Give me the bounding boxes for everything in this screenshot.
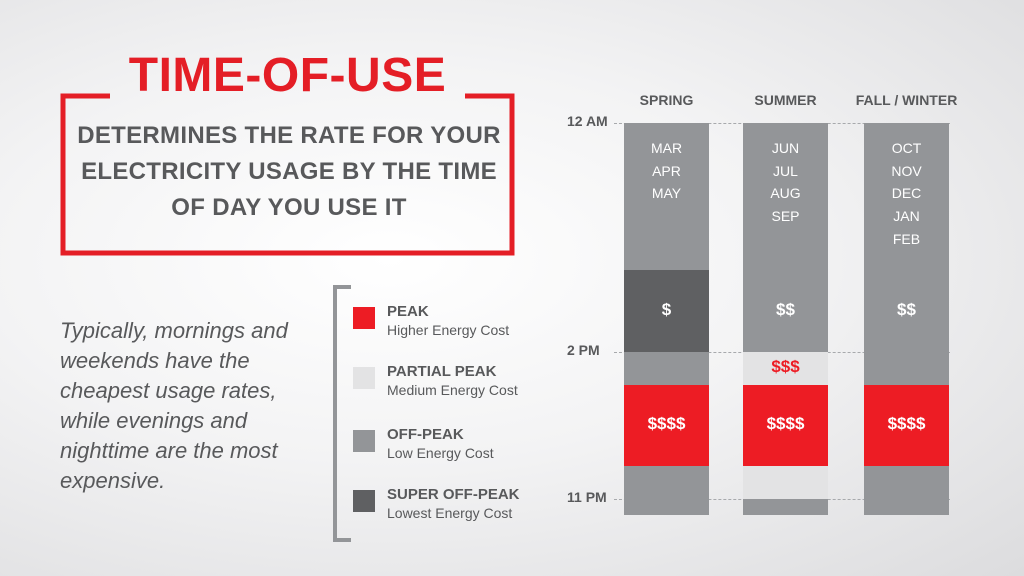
rate-segment-off-peak: $$ [864, 123, 949, 385]
rate-segment-partial-peak: $$$ [743, 351, 828, 385]
rate-chart: SPRING SUMMER FALL / WINTER 12 AM 2 PM 11 PM… [540, 80, 1024, 530]
legend-name: SUPER OFF-PEAK [387, 486, 520, 503]
rate-label: $$$$ [887, 414, 926, 434]
rate-segment-off-peak [624, 351, 709, 385]
legend-item: OFF-PEAK Low Energy Cost [353, 426, 543, 470]
legend-name: OFF-PEAK [387, 426, 464, 443]
title-frame [60, 93, 515, 256]
time-label: 11 PM [567, 489, 607, 506]
legend-bracket [333, 285, 351, 542]
month-label: AUG [770, 185, 801, 202]
main-title: TIME-OF-USE [128, 49, 447, 102]
description-text: Typically, mornings and weekends have th… [60, 318, 288, 493]
legend-swatch [353, 367, 375, 389]
rate-segment-partial-peak [743, 466, 828, 500]
rate-segment-off-peak [624, 466, 709, 516]
month-label: SEP [771, 208, 800, 225]
legend-item: PEAK Higher Energy Cost [353, 303, 543, 347]
time-label: 12 AM [567, 113, 608, 129]
legend: PEAK Higher Energy Cost PARTIAL PEAK Medium… [333, 285, 533, 542]
rate-segment-off-peak [743, 499, 828, 516]
rate-label: $ [661, 300, 672, 320]
rate-label: $$ [897, 300, 916, 320]
legend-swatch [353, 490, 375, 512]
month-label: APR [652, 162, 681, 179]
title-frame-border [60, 93, 515, 256]
rate-label: $$$$ [766, 414, 805, 434]
season-column: $$ $$$$ OCT NOV DEC JAN FEB [864, 123, 949, 516]
rate-segment-peak: $$$$ [743, 384, 828, 467]
rate-segment-off-peak [864, 466, 949, 516]
legend-item: SUPER OFF-PEAK Lowest Energy Cost [353, 486, 543, 530]
months-list: JUN JUL AUG SEP [743, 137, 828, 228]
months-list: OCT NOV DEC JAN FEB [864, 137, 949, 251]
rate-label: $$$ [771, 357, 800, 377]
legend-desc: Higher Energy Cost [387, 322, 510, 338]
rate-segment-off-peak: $$ [743, 123, 828, 352]
legend-item: PARTIAL PEAK Medium Energy Cost [353, 363, 543, 407]
month-label: MAY [651, 185, 682, 202]
season-column: $ $$$$ MAR APR MAY [624, 123, 709, 516]
months-list: MAR APR MAY [624, 137, 709, 205]
time-label: 2 PM [567, 341, 600, 358]
rate-segment-peak: $$$$ [624, 384, 709, 467]
season-header: FALL / WINTER [855, 92, 958, 108]
month-label: JAN [893, 208, 920, 225]
month-label: MAR [650, 140, 683, 156]
month-label: FEB [892, 230, 921, 247]
season-header: SUMMER [754, 92, 817, 108]
legend-swatch [353, 307, 375, 329]
rate-segment-super-off-peak: $ [624, 270, 709, 352]
rate-segment-off-peak [624, 123, 709, 271]
legend-name: PEAK [387, 303, 429, 320]
season-column: $$ $$$ $$$$ JUN JUL AUG SEP [743, 123, 828, 516]
rate-label: $$ [776, 300, 795, 320]
month-label: JUL [773, 162, 798, 179]
rate-segment-peak: $$$$ [864, 384, 949, 467]
month-label: DEC [891, 185, 922, 202]
month-label: JUN [771, 140, 800, 156]
legend-name: PARTIAL PEAK [387, 363, 497, 380]
legend-swatch [353, 430, 375, 452]
legend-desc: Low Energy Cost [387, 445, 494, 461]
season-header: SPRING [639, 92, 694, 108]
rate-label: $$$$ [647, 414, 686, 434]
legend-desc: Medium Energy Cost [387, 382, 518, 398]
legend-desc: Lowest Energy Cost [387, 505, 513, 521]
month-label: NOV [891, 162, 922, 179]
subtitle: DETERMINES THE RATE FOR YOUR ELECTRICITY… [77, 122, 501, 221]
month-label: OCT [891, 140, 922, 156]
